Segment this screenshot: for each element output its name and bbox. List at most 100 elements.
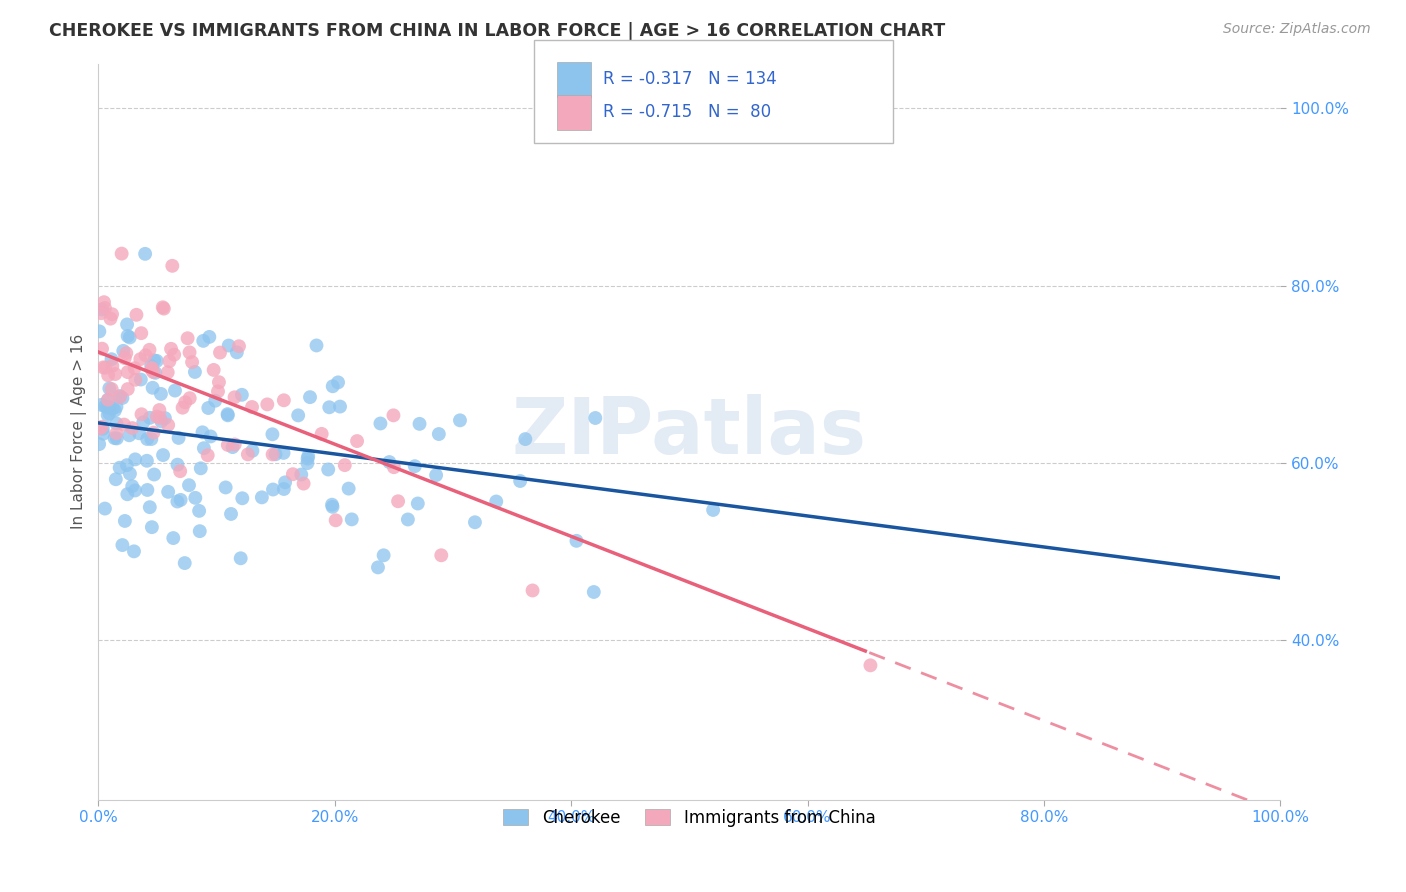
Point — [142, 365, 165, 379]
Point — [262, 483, 284, 497]
Point — [583, 411, 606, 425]
Point — [91, 360, 114, 375]
Point — [406, 496, 429, 510]
Point — [91, 302, 114, 317]
Point — [297, 456, 319, 470]
Point — [89, 437, 111, 451]
Point — [136, 432, 159, 446]
Point — [229, 551, 252, 566]
Y-axis label: In Labor Force | Age > 16: In Labor Force | Age > 16 — [72, 334, 87, 530]
Point — [287, 409, 309, 423]
Point — [166, 494, 188, 508]
Point — [104, 403, 127, 417]
Point — [221, 440, 243, 454]
Point — [262, 427, 284, 442]
Point — [382, 409, 405, 423]
Point — [208, 375, 231, 389]
Point — [207, 384, 229, 399]
Text: ZIPatlas: ZIPatlas — [512, 393, 868, 470]
Point — [173, 556, 195, 570]
Point — [297, 451, 319, 466]
Point — [118, 428, 141, 442]
Point — [153, 301, 176, 316]
Point — [859, 658, 882, 673]
Point — [370, 417, 392, 431]
Point — [702, 503, 724, 517]
Point — [184, 491, 207, 505]
Point — [139, 410, 162, 425]
Point — [311, 426, 333, 441]
Point — [152, 448, 174, 462]
Point — [430, 549, 453, 563]
Point — [224, 390, 246, 404]
Point — [162, 531, 184, 545]
Point — [188, 504, 211, 518]
Point — [322, 379, 344, 393]
Point — [290, 467, 312, 482]
Point — [522, 583, 544, 598]
Point — [148, 403, 170, 417]
Point — [115, 318, 138, 332]
Point — [90, 398, 112, 412]
Point — [117, 365, 139, 379]
Point — [98, 381, 121, 395]
Point — [129, 326, 152, 341]
Point — [176, 331, 198, 345]
Point — [329, 400, 352, 414]
Point — [181, 355, 204, 369]
Point — [124, 373, 146, 387]
Point — [408, 417, 430, 431]
Point — [103, 431, 125, 445]
Point — [198, 330, 221, 344]
Point — [139, 500, 162, 515]
Point — [378, 455, 401, 469]
Point — [112, 417, 135, 432]
Point — [141, 362, 163, 376]
Point — [346, 434, 368, 448]
Point — [105, 426, 128, 441]
Point — [141, 432, 163, 446]
Point — [281, 467, 304, 482]
Point — [117, 487, 139, 501]
Point — [111, 391, 134, 405]
Point — [141, 361, 163, 376]
Point — [149, 410, 172, 425]
Point — [104, 367, 127, 381]
Point — [236, 447, 259, 461]
Point — [104, 472, 127, 486]
Point — [208, 345, 231, 359]
Point — [217, 409, 239, 423]
Point — [163, 384, 186, 398]
Point — [262, 447, 284, 461]
Point — [141, 359, 163, 373]
Point — [190, 461, 212, 475]
Point — [169, 464, 191, 478]
Point — [97, 368, 120, 383]
Point — [98, 406, 121, 420]
Point — [117, 329, 139, 343]
Point — [100, 382, 122, 396]
Point — [326, 376, 349, 390]
Point — [169, 492, 191, 507]
Point — [117, 382, 139, 396]
Point — [256, 397, 278, 411]
Point — [218, 338, 240, 352]
Text: CHEROKEE VS IMMIGRANTS FROM CHINA IN LABOR FORCE | AGE > 16 CORRELATION CHART: CHEROKEE VS IMMIGRANTS FROM CHINA IN LAB… — [49, 22, 945, 40]
Point — [157, 354, 180, 368]
Point — [134, 247, 156, 261]
Point — [387, 494, 409, 508]
Point — [138, 343, 160, 357]
Point — [94, 399, 117, 413]
Point — [427, 427, 450, 442]
Point — [89, 421, 111, 435]
Point — [111, 246, 134, 260]
Point — [485, 494, 508, 508]
Point — [333, 458, 356, 472]
Point — [217, 438, 239, 452]
Point — [97, 392, 120, 407]
Point — [219, 507, 242, 521]
Point — [177, 478, 200, 492]
Point — [404, 459, 426, 474]
Point — [146, 409, 169, 424]
Point — [184, 365, 207, 379]
